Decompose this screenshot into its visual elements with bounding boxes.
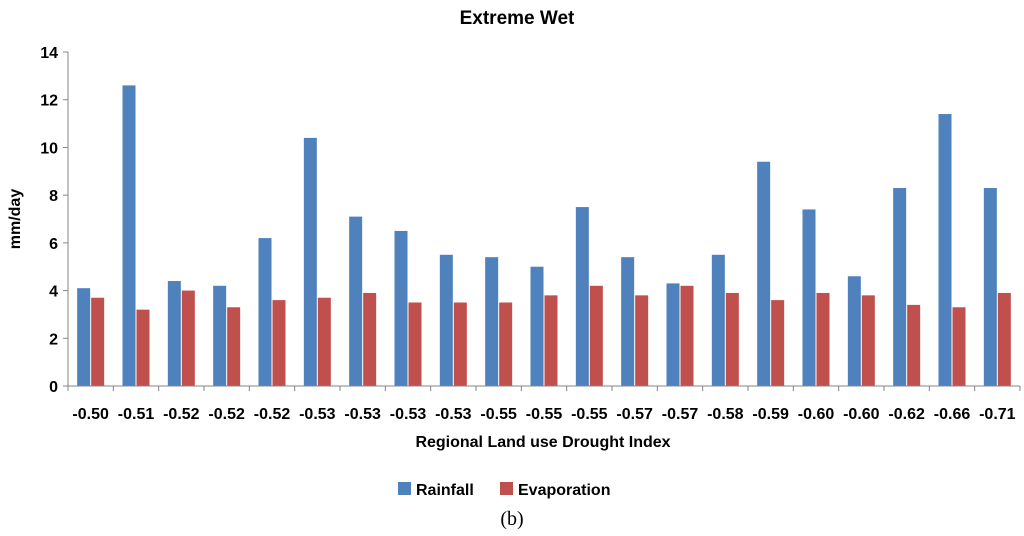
bar-rainfall — [575, 207, 589, 386]
bar-rainfall — [349, 216, 363, 386]
bar-evaporation — [816, 292, 830, 386]
bar-rainfall — [938, 114, 952, 387]
x-tick-label: -0.57 — [662, 406, 699, 423]
bar-rainfall — [802, 209, 816, 386]
x-tick-label: -0.55 — [571, 406, 608, 423]
bar-rainfall — [122, 85, 136, 387]
bar-evaporation — [363, 292, 377, 386]
x-tick-label: -0.50 — [72, 406, 109, 423]
x-tick-label: -0.51 — [118, 406, 155, 423]
bar-evaporation — [544, 295, 558, 386]
legend-label-rainfall: Rainfall — [416, 482, 474, 499]
bar-rainfall — [621, 257, 635, 386]
bar-rainfall — [439, 254, 453, 386]
bar-evaporation — [227, 307, 241, 386]
x-axis-label: Regional Land use Drought Index — [415, 434, 670, 451]
x-tick-label: -0.53 — [390, 406, 427, 423]
x-tick-label: -0.55 — [480, 406, 517, 423]
y-axis-label: mm/day — [7, 189, 24, 250]
bar-evaporation — [680, 285, 694, 386]
x-tick-label: -0.57 — [616, 406, 653, 423]
y-tick-label: 4 — [49, 284, 58, 301]
bar-evaporation — [997, 292, 1011, 386]
y-tick-label: 6 — [49, 236, 58, 253]
x-tick-label: -0.53 — [344, 406, 381, 423]
y-tick-label: 14 — [40, 45, 58, 62]
bar-rainfall — [303, 137, 317, 386]
x-tick-label: -0.62 — [888, 406, 925, 423]
bar-rainfall — [711, 254, 725, 386]
legend-swatch-rainfall — [398, 482, 411, 495]
bar-rainfall — [258, 238, 272, 386]
y-tick-label: 2 — [49, 331, 58, 348]
y-tick-label: 8 — [49, 188, 58, 205]
bar-evaporation — [907, 304, 921, 386]
legend-swatch-evaporation — [500, 482, 513, 495]
bar-evaporation — [499, 302, 513, 386]
bar-evaporation — [861, 295, 875, 386]
bar-rainfall — [485, 257, 499, 386]
x-tick-label: -0.52 — [163, 406, 200, 423]
bar-rainfall — [666, 283, 680, 386]
bar-rainfall — [757, 161, 771, 386]
bar-evaporation — [589, 285, 603, 386]
legend-label-evaporation: Evaporation — [518, 482, 610, 499]
bar-rainfall — [847, 276, 861, 386]
y-tick-label: 12 — [40, 93, 58, 110]
x-tick-label: -0.53 — [435, 406, 472, 423]
x-tick-label: -0.66 — [934, 406, 971, 423]
bars — [77, 85, 1011, 387]
x-tick-label: -0.71 — [979, 406, 1016, 423]
x-tick-label: -0.53 — [299, 406, 336, 423]
bar-evaporation — [317, 297, 331, 386]
legend: Rainfall Evaporation — [398, 482, 610, 499]
x-tick-label: -0.58 — [707, 406, 744, 423]
x-tick-label: -0.60 — [798, 406, 835, 423]
bar-rainfall — [394, 230, 408, 386]
x-tick-label: -0.52 — [208, 406, 245, 423]
bar-evaporation — [91, 297, 105, 386]
bar-rainfall — [983, 187, 997, 386]
bar-evaporation — [408, 302, 422, 386]
bar-rainfall — [893, 187, 907, 386]
bar-rainfall — [77, 288, 91, 386]
bar-evaporation — [952, 307, 966, 386]
bar-evaporation — [181, 290, 195, 386]
x-axis-ticks: -0.50 -0.51 -0.52 -0.52 -0.52 -0.53 -0.53 -0.53… — [67, 386, 1021, 423]
bar-rainfall — [167, 281, 181, 386]
x-tick-label: -0.60 — [843, 406, 880, 423]
bar-rainfall — [213, 285, 227, 386]
bar-evaporation — [272, 300, 286, 386]
y-tick-label: 0 — [49, 379, 58, 396]
bar-evaporation — [453, 302, 467, 386]
bar-rainfall — [530, 266, 544, 386]
x-tick-label: -0.59 — [752, 406, 789, 423]
x-tick-label: -0.52 — [254, 406, 291, 423]
bar-evaporation — [771, 300, 785, 386]
bar-evaporation — [725, 292, 739, 386]
bar-evaporation — [635, 295, 649, 386]
y-axis-ticks: 0 2 4 6 8 10 12 14 — [40, 45, 68, 396]
y-tick-label: 10 — [40, 140, 58, 157]
panel-label: (b) — [500, 508, 523, 530]
bar-evaporation — [136, 309, 150, 386]
x-tick-label: -0.55 — [526, 406, 563, 423]
chart-title: Extreme Wet — [460, 8, 575, 29]
